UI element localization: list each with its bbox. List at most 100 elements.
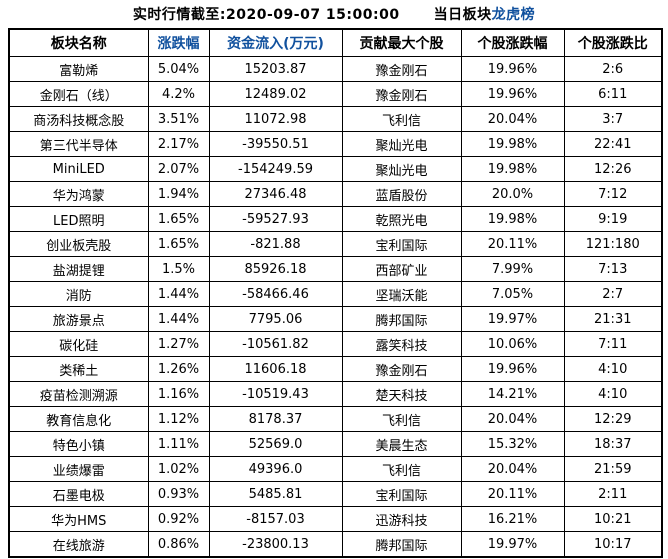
top-stock-cell[interactable]: 西部矿业 [341,256,462,282]
table-row: 特色小镇 1.11% 52569.0 美晨生态 15.32% 18:37 [8,431,663,457]
top-stock-cell[interactable]: 坚瑞沃能 [341,281,462,307]
sector-change-cell: 1.02% [147,456,210,482]
fund-inflow-cell: 27346.48 [208,181,343,207]
up-down-ratio-cell: 10:21 [563,506,663,532]
table-row: LED照明 1.65% -59527.93 乾照光电 19.98% 9:19 [8,206,663,232]
top-stock-cell[interactable]: 聚灿光电 [341,131,462,157]
fund-inflow-cell: -23800.13 [208,531,343,558]
stock-change-cell: 19.96% [460,356,565,382]
sector-name-cell[interactable]: MiniLED [8,156,149,182]
fund-inflow-cell: -154249.59 [208,156,343,182]
table-row: 碳化硅 1.27% -10561.82 露笑科技 10.06% 7:11 [8,331,663,357]
top-stock-cell[interactable]: 楚天科技 [341,381,462,407]
top-stock-cell[interactable]: 飞利信 [341,406,462,432]
fund-inflow-cell: 8178.37 [208,406,343,432]
top-stock-cell[interactable]: 腾邦国际 [341,306,462,332]
stock-change-cell: 20.04% [460,406,565,432]
up-down-ratio-cell: 10:17 [563,531,663,558]
dragon-tiger-board-link[interactable]: 龙虎榜 [491,7,536,23]
fund-inflow-cell: 7795.06 [208,306,343,332]
up-down-ratio-cell: 18:37 [563,431,663,457]
top-stock-cell[interactable]: 豫金刚石 [341,81,462,107]
column-header-1: 涨跌幅 [147,28,210,57]
table-row: 在线旅游 0.86% -23800.13 腾邦国际 19.97% 10:17 [8,531,663,558]
sector-name-cell[interactable]: 特色小镇 [8,431,149,457]
table-row: 富勒烯 5.04% 15203.87 豫金刚石 19.96% 2:6 [8,56,663,82]
top-stock-cell[interactable]: 宝利国际 [341,481,462,507]
stock-change-cell: 20.04% [460,456,565,482]
sector-name-cell[interactable]: 华为HMS [8,506,149,532]
sector-change-cell: 0.92% [147,506,210,532]
sector-change-cell: 0.93% [147,481,210,507]
sector-change-cell: 1.16% [147,381,210,407]
sector-change-cell: 1.27% [147,331,210,357]
column-header-3: 贡献最大个股 [341,28,462,57]
stock-change-cell: 20.11% [460,231,565,257]
fund-inflow-cell: -10561.82 [208,331,343,357]
sector-name-cell[interactable]: 华为鸿蒙 [8,181,149,207]
stock-change-cell: 19.97% [460,531,565,558]
stock-change-cell: 15.32% [460,431,565,457]
top-stock-cell[interactable]: 乾照光电 [341,206,462,232]
top-stock-cell[interactable]: 飞利信 [341,106,462,132]
table-row: 疫苗检测溯源 1.16% -10519.43 楚天科技 14.21% 4:10 [8,381,663,407]
table-row: 盐湖提锂 1.5% 85926.18 西部矿业 7.99% 7:13 [8,256,663,282]
stock-change-cell: 20.0% [460,181,565,207]
sector-change-cell: 3.51% [147,106,210,132]
sector-name-cell[interactable]: 消防 [8,281,149,307]
sector-name-cell[interactable]: LED照明 [8,206,149,232]
stock-change-cell: 7.99% [460,256,565,282]
sector-change-cell: 1.65% [147,206,210,232]
sector-name-cell[interactable]: 旅游景点 [8,306,149,332]
sector-change-cell: 1.44% [147,281,210,307]
sector-name-cell[interactable]: 教育信息化 [8,406,149,432]
sector-name-cell[interactable]: 富勒烯 [8,56,149,82]
stock-change-cell: 19.97% [460,306,565,332]
sector-change-cell: 2.17% [147,131,210,157]
sector-name-cell[interactable]: 类稀土 [8,356,149,382]
top-stock-cell[interactable]: 豫金刚石 [341,56,462,82]
up-down-ratio-cell: 2:11 [563,481,663,507]
top-stock-cell[interactable]: 美晨生态 [341,431,462,457]
fund-inflow-cell: -821.88 [208,231,343,257]
stock-change-cell: 19.98% [460,131,565,157]
sector-name-cell[interactable]: 碳化硅 [8,331,149,357]
sector-change-cell: 1.94% [147,181,210,207]
stock-change-cell: 7.05% [460,281,565,307]
sector-name-cell[interactable]: 疫苗检测溯源 [8,381,149,407]
stock-change-cell: 19.98% [460,206,565,232]
top-stock-cell[interactable]: 宝利国际 [341,231,462,257]
sector-name-cell[interactable]: 业绩爆雷 [8,456,149,482]
top-stock-cell[interactable]: 迅游科技 [341,506,462,532]
up-down-ratio-cell: 12:29 [563,406,663,432]
top-stock-cell[interactable]: 蓝盾股份 [341,181,462,207]
sector-name-cell[interactable]: 石墨电极 [8,481,149,507]
up-down-ratio-cell: 121:180 [563,231,663,257]
fund-inflow-cell: 12489.02 [208,81,343,107]
fund-inflow-cell: -39550.51 [208,131,343,157]
stock-change-cell: 19.98% [460,156,565,182]
board-prefix-label: 当日板块 [433,7,492,23]
sector-name-cell[interactable]: 盐湖提锂 [8,256,149,282]
top-stock-cell[interactable]: 腾邦国际 [341,531,462,558]
top-stock-cell[interactable]: 豫金刚石 [341,356,462,382]
sector-name-cell[interactable]: 第三代半导体 [8,131,149,157]
sector-change-cell: 2.07% [147,156,210,182]
sector-name-cell[interactable]: 商汤科技概念股 [8,106,149,132]
stock-change-cell: 16.21% [460,506,565,532]
sector-name-cell[interactable]: 金刚石（线） [8,81,149,107]
table-row: 教育信息化 1.12% 8178.37 飞利信 20.04% 12:29 [8,406,663,432]
up-down-ratio-cell: 7:13 [563,256,663,282]
top-stock-cell[interactable]: 聚灿光电 [341,156,462,182]
top-stock-cell[interactable]: 飞利信 [341,456,462,482]
sector-change-cell: 1.12% [147,406,210,432]
top-stock-cell[interactable]: 露笑科技 [341,331,462,357]
column-header-4: 个股涨跌幅 [460,28,565,57]
sector-name-cell[interactable]: 在线旅游 [8,531,149,558]
up-down-ratio-cell: 4:10 [563,356,663,382]
up-down-ratio-cell: 22:41 [563,131,663,157]
sector-name-cell[interactable]: 创业板壳股 [8,231,149,257]
stock-change-cell: 14.21% [460,381,565,407]
sector-change-cell: 5.04% [147,56,210,82]
quote-timestamp-label: 实时行情截至:2020-09-07 15:00:00 [132,7,400,23]
